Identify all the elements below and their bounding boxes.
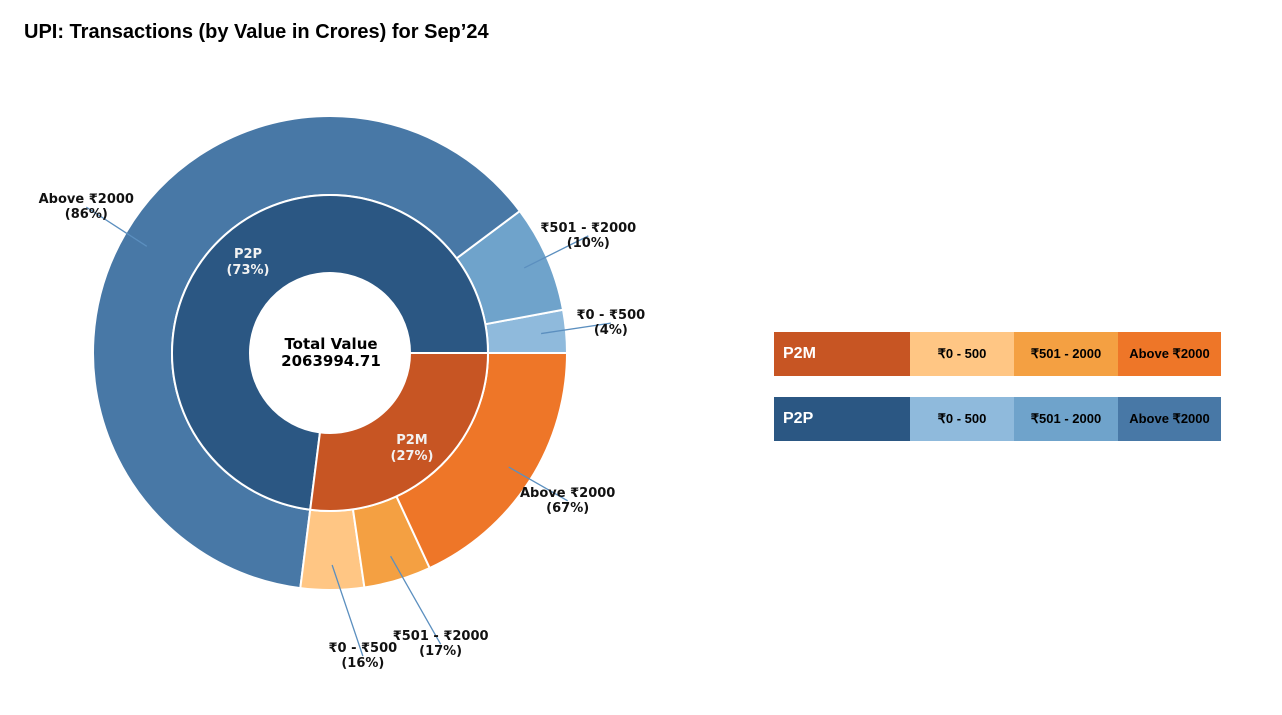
inner-ring — [171, 194, 490, 512]
leader-line — [331, 564, 364, 657]
outer-label-p2p-0-500: ₹0 - ₹500 (4%) — [576, 308, 645, 338]
label-leader-lines — [85, 206, 611, 657]
chart-title: UPI: Transactions (by Value in Crores) f… — [24, 21, 489, 43]
legend-row-p2p: P2P ₹0 - 500 ₹501 - 2000 Above ₹2000 — [774, 397, 1221, 441]
legend-p2m-name: P2M — [774, 332, 910, 376]
outer-label-p2p-above-2000: Above ₹2000 (86%) — [39, 192, 134, 222]
leader-line — [390, 555, 442, 645]
outer-ring — [92, 115, 569, 591]
legend-p2m-above-2000: Above ₹2000 — [1118, 332, 1221, 376]
outer-label-p2m-above-2000: Above ₹2000 (67%) — [520, 486, 615, 516]
slice-labels: P2P (73%) P2M (27%) ₹0 - ₹500 (4%) ₹501 - ₹200… — [39, 192, 646, 671]
legend-p2p-name: P2P — [774, 397, 910, 441]
legend-p2p-501-2000: ₹501 - 2000 — [1014, 397, 1118, 441]
outer-label-p2m-501-2000: ₹501 - ₹2000 (17%) — [393, 629, 489, 659]
inner-label-p2p: P2P (73%) — [226, 247, 269, 278]
legend-p2m-501-2000: ₹501 - 2000 — [1014, 332, 1118, 376]
center-value: 2063994.71 — [281, 352, 381, 370]
legend-p2m-0-500: ₹0 - 500 — [910, 332, 1014, 376]
center-title: Total Value — [284, 335, 377, 353]
leader-line — [523, 235, 589, 269]
inner-label-p2m: P2M (27%) — [391, 433, 434, 464]
outer-label-p2p-501-2000: ₹501 - ₹2000 (10%) — [540, 221, 636, 251]
leader-line — [541, 322, 611, 335]
leader-line — [508, 466, 568, 502]
legend-p2p-0-500: ₹0 - 500 — [910, 397, 1014, 441]
inner-slice-p2p — [171, 194, 490, 511]
outer-label-p2m-0-500: ₹0 - ₹500 (16%) — [328, 641, 397, 671]
nested-donut-chart: P2P (73%) P2M (27%) ₹0 - ₹500 (4%) ₹501 - ₹200… — [39, 115, 646, 671]
leader-line — [85, 206, 148, 247]
legend-row-p2m: P2M ₹0 - 500 ₹501 - 2000 Above ₹2000 — [774, 332, 1221, 376]
legend-p2p-above-2000: Above ₹2000 — [1118, 397, 1221, 441]
donut-hole — [250, 273, 410, 433]
